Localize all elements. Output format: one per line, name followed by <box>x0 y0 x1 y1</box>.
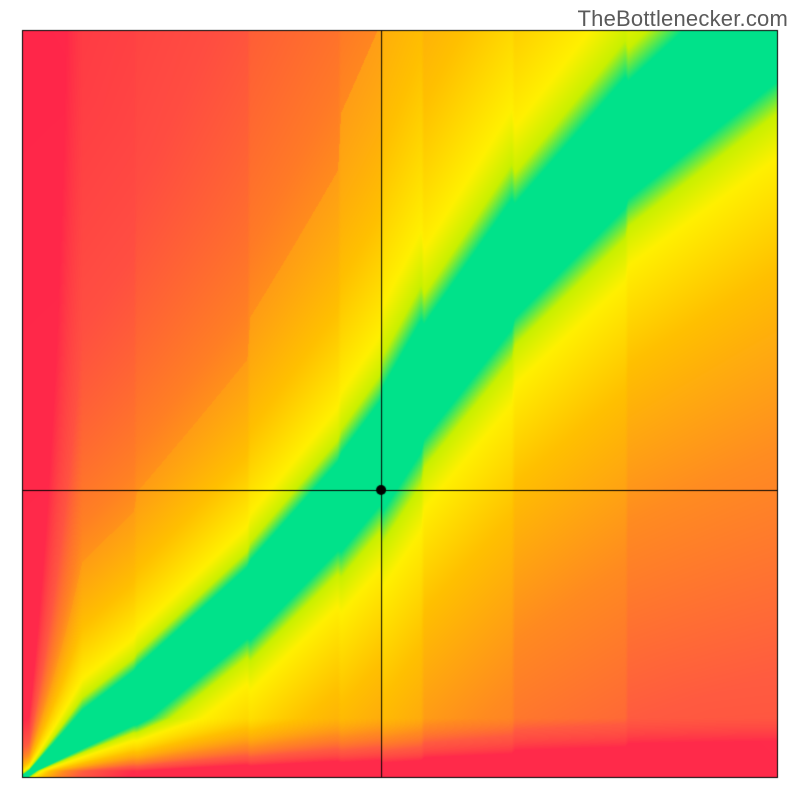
chart-container: TheBottlenecker.com <box>0 0 800 800</box>
bottleneck-heatmap <box>0 0 800 800</box>
